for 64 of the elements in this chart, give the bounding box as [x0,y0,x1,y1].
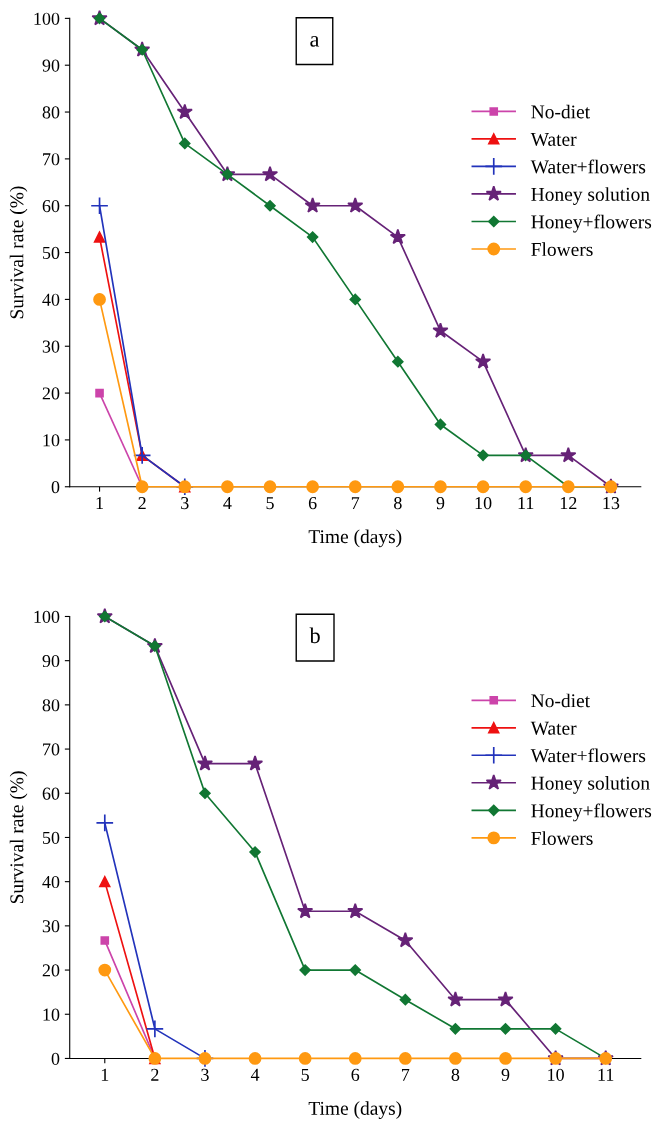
y-tick-label: 30 [42,340,60,353]
y-tick-label: 60 [42,787,60,800]
legend-label: No-diet [531,693,590,708]
y-tick-label: 80 [42,106,60,119]
x-tick-label: 4 [250,1068,260,1081]
x-tick-label: 8 [451,1068,460,1081]
y-tick-label: 100 [34,12,60,25]
y-tick-label: 50 [42,831,60,844]
x-tick-label: 5 [266,497,274,510]
y-tick-label: 20 [42,387,60,400]
x-tick-label: 2 [138,497,146,509]
x-tick-label: 1 [96,497,103,509]
y-tick-label: 70 [43,153,60,166]
y-tick-label: 60 [42,199,60,213]
x-axis-title: Time (days) [308,529,402,548]
annotation: b [309,627,320,644]
y-tick-label: 90 [42,59,60,72]
x-tick-label: 6 [351,1068,360,1081]
x-tick-label: 7 [351,497,360,509]
y-tick-label: 20 [42,964,60,977]
y-axis-title: Survival rate (%) [9,186,28,319]
legend-label: Honey solution [531,776,650,794]
y-axis-title: Survival rate (%) [9,771,28,904]
x-tick-label: 1 [101,1068,109,1081]
y-tick-label: 90 [42,654,60,668]
y-tick-label: 50 [42,246,60,259]
legend-label: Honey+flowers [531,803,652,822]
x-tick-label: 4 [223,497,232,509]
legend-label: Honey solution [531,187,650,205]
x-axis-title: Time (days) [308,1101,402,1119]
x-tick-label: 9 [501,1068,510,1081]
legend-label: Water [530,721,577,735]
x-tick-label: 8 [394,497,402,510]
x-tick-label: 7 [402,1068,410,1081]
y-tick-label: 80 [42,699,60,712]
y-tick-label: 40 [42,875,60,889]
y-tick-label: 70 [43,743,60,756]
x-tick-label: 11 [518,497,534,509]
legend-label: Water [530,133,577,147]
legend-label: Honey+flowers [531,214,652,233]
legend-label: Flowers [531,242,593,257]
legend-label: No-diet [531,104,590,119]
legend-label: Water+flowers [530,159,646,174]
legend-label: Flowers [531,831,593,845]
x-tick-label: 6 [308,497,317,510]
y-tick-label: 0 [51,481,60,494]
x-tick-label: 10 [475,497,492,510]
annotation: a [310,36,320,47]
legend-label: Water+flowers [530,748,646,763]
x-tick-label: 3 [201,1068,209,1081]
x-tick-label: 10 [548,1068,564,1081]
x-tick-label: 11 [598,1068,614,1081]
x-tick-label: 9 [436,497,445,510]
x-tick-label: 5 [301,1068,309,1081]
x-tick-label: 3 [181,497,189,510]
y-tick-label: 0 [51,1052,60,1065]
y-tick-label: 40 [42,293,60,306]
x-tick-label: 13 [603,497,620,510]
y-tick-label: 100 [34,610,60,623]
y-tick-label: 10 [43,1008,60,1021]
x-tick-label: 2 [151,1068,159,1081]
y-tick-label: 30 [42,920,60,933]
x-tick-label: 12 [560,497,577,509]
y-tick-label: 10 [43,434,60,447]
